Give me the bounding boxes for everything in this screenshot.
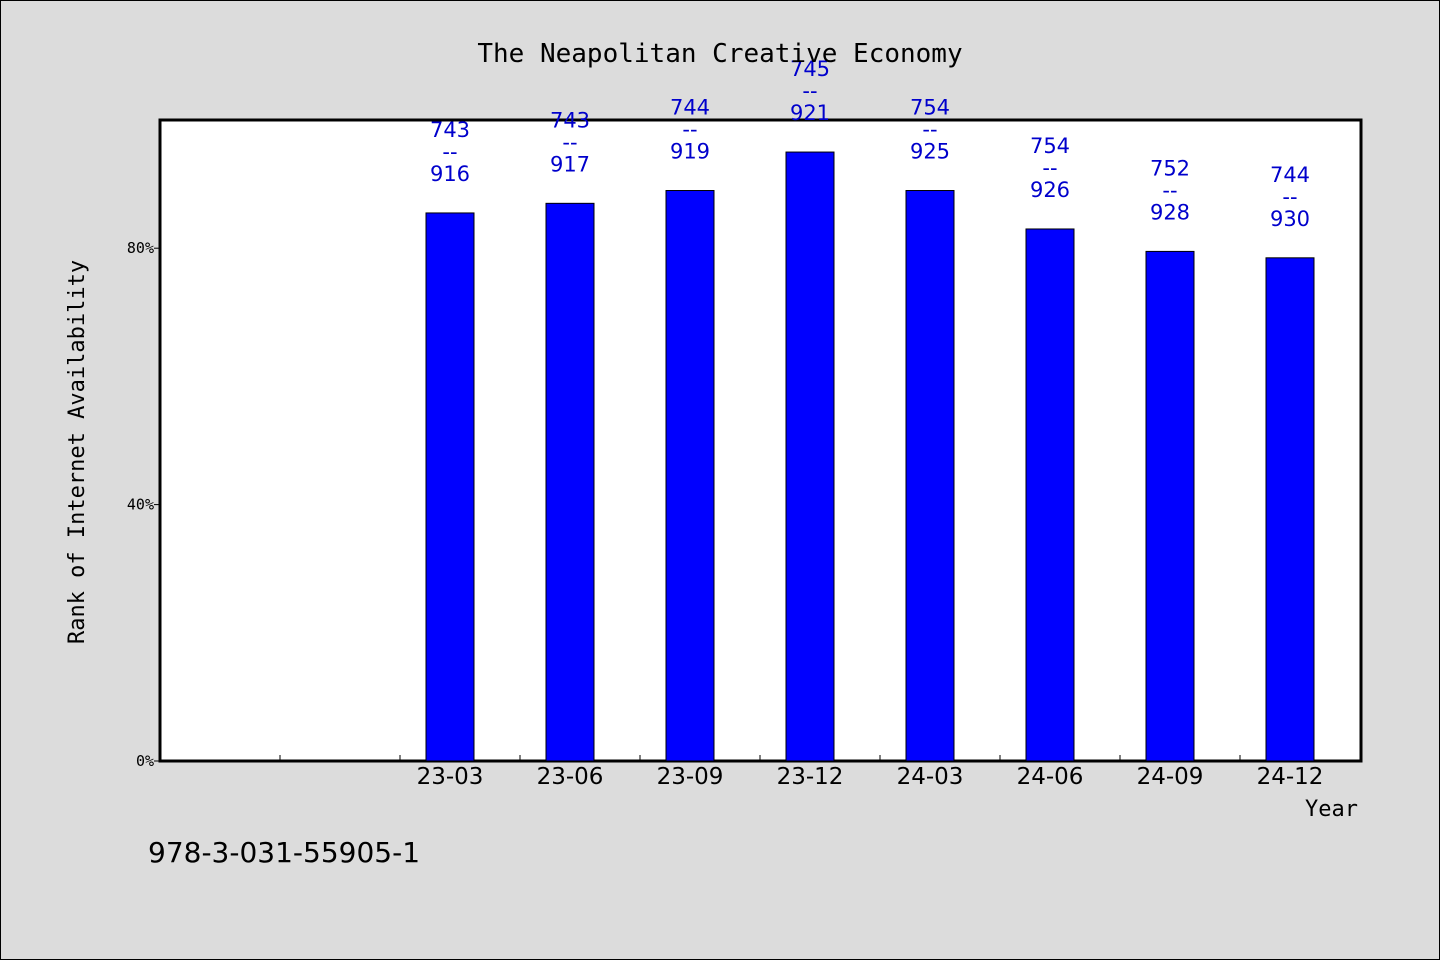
data-label-line: 921 [790,101,830,125]
x-tick-label: 23-12 [777,764,844,790]
y-tick-label: 0% [136,752,154,770]
data-label: 744--930 [1270,163,1310,231]
data-label: 752--928 [1150,156,1190,224]
bar [1265,257,1315,762]
bar [785,151,835,762]
data-label-line: 744 [1270,163,1310,187]
chart-title: The Neapolitan Creative Economy [477,39,962,69]
data-label-line: 745 [790,57,830,81]
data-label-line: 919 [670,140,710,164]
y-axis-label: Rank of Internet Availability [65,260,90,644]
data-label-line: 930 [1270,207,1310,231]
data-label-line: 926 [1030,178,1070,202]
bar [665,190,715,762]
data-label-line: 925 [910,140,950,164]
data-label: 743--916 [430,118,470,186]
x-tick-label: 24-12 [1257,764,1324,790]
data-label-line: 928 [1150,200,1190,224]
data-label-line: 744 [670,96,710,120]
data-label-line: -- [922,118,937,142]
data-label-line: -- [1282,185,1297,209]
data-label: 754--925 [910,96,950,164]
data-label: 754--926 [1030,134,1070,202]
data-label-line: 754 [910,96,950,120]
x-tick-label: 24-06 [1017,764,1084,790]
y-tick-label: 80% [127,239,154,257]
data-label-line: -- [1042,156,1057,180]
x-tick-label: 24-03 [897,764,964,790]
data-label-line: -- [442,140,457,164]
y-tick-label: 40% [127,496,154,514]
data-label-line: 917 [550,152,590,176]
data-label-line: -- [682,118,697,142]
data-label-line: -- [802,79,817,103]
bar [1145,250,1195,762]
data-label: 743--917 [550,108,590,176]
bar [1025,228,1075,762]
bar [545,202,595,762]
data-label: 744--919 [670,96,710,164]
data-label: 745--921 [790,57,830,125]
bar [425,212,475,762]
data-label-line: 743 [550,108,590,132]
data-label-line: 916 [430,162,470,186]
data-label-line: 752 [1150,156,1190,180]
x-tick-label: 24-09 [1137,764,1204,790]
data-label-line: -- [562,130,577,154]
data-label-line: -- [1162,178,1177,202]
x-tick-label: 23-03 [417,764,484,790]
x-tick-label: 23-06 [537,764,604,790]
x-tick-label: 23-09 [657,764,724,790]
x-axis-label: Year [1305,797,1358,822]
bar [905,190,955,762]
data-label-line: 754 [1030,134,1070,158]
footnote-isbn: 978-3-031-55905-1 [148,836,420,869]
data-label-line: 743 [430,118,470,142]
